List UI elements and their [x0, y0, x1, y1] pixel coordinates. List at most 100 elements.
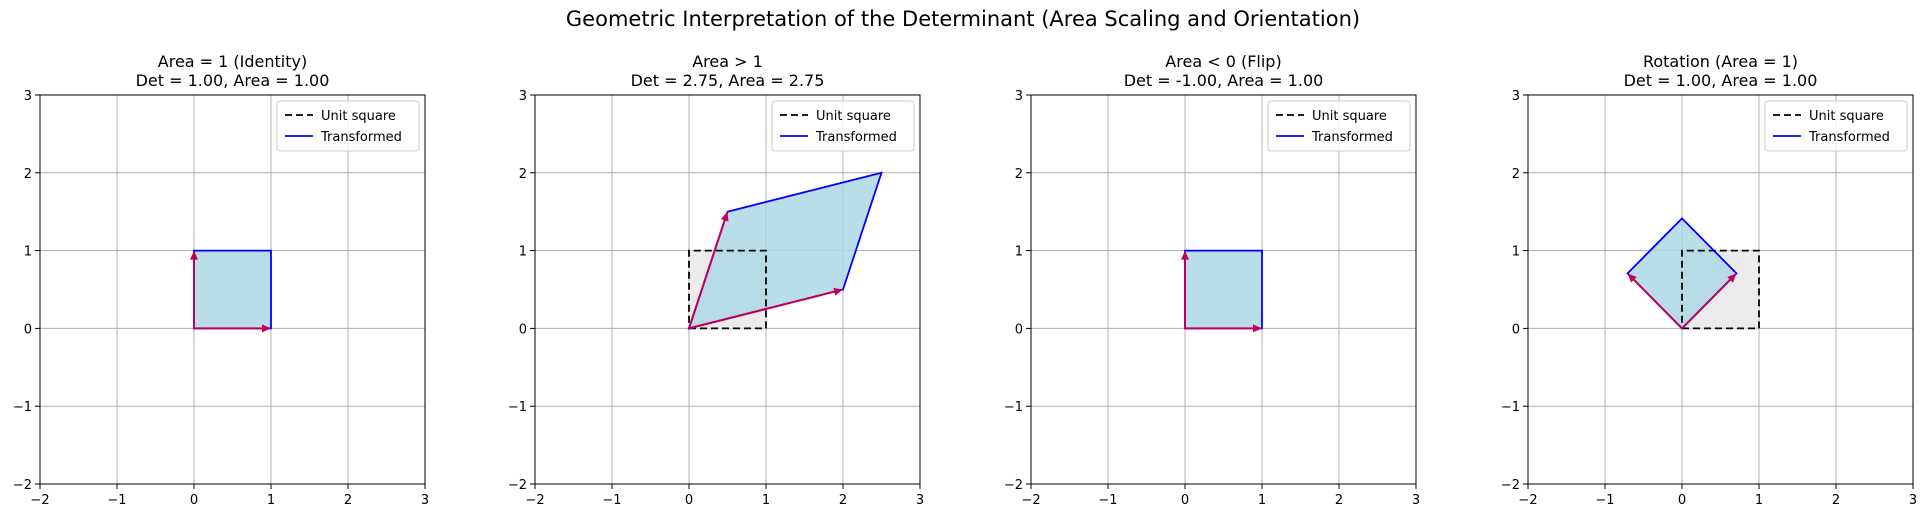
legend-label: Transformed: [815, 130, 897, 145]
basis-vector-head-2: [1627, 273, 1637, 283]
x-tick-label: 1: [267, 493, 275, 508]
x-tick-label: −1: [1098, 493, 1117, 508]
y-tick-label: −2: [1004, 478, 1023, 493]
axes-frame: [1030, 94, 1417, 485]
legend-box: [276, 100, 420, 152]
y-tick-label: −2: [1501, 478, 1520, 493]
y-tick-label: 3: [1015, 89, 1023, 104]
y-tick-label: 0: [1512, 322, 1520, 337]
y-tick-label: −1: [13, 400, 32, 415]
y-tick-label: −2: [13, 478, 32, 493]
legend-label: Transformed: [1311, 130, 1393, 145]
x-tick-label: 2: [1335, 493, 1343, 508]
legend-box: [771, 100, 915, 152]
subplot-1: Area = 1 (Identity)Det = 1.00, Area = 1.…: [13, 52, 429, 508]
y-tick-label: 2: [1512, 167, 1520, 182]
x-tick-label: −2: [1021, 493, 1040, 508]
legend: Unit square Transformed: [276, 100, 420, 152]
subplot-subtitle: Det = 1.00, Area = 1.00: [136, 71, 330, 90]
x-tick-label: 0: [190, 493, 198, 508]
y-tick-label: 3: [519, 89, 527, 104]
x-tick-label: −2: [1518, 493, 1537, 508]
y-tick-label: 1: [24, 245, 32, 260]
x-tick-label: 3: [1412, 493, 1420, 508]
basis-vector-2: [688, 219, 726, 329]
y-tick-label: −1: [508, 400, 527, 415]
y-tick-label: −2: [508, 478, 527, 493]
x-tick-label: 3: [916, 493, 924, 508]
subplot-subtitle: Det = 2.75, Area = 2.75: [631, 71, 825, 90]
basis-vector-1: [1681, 279, 1731, 330]
plot-area: [1031, 95, 1416, 484]
y-tick-label: 1: [1015, 245, 1023, 260]
legend-label: Unit square: [321, 109, 396, 124]
x-tick-label: 1: [762, 493, 770, 508]
legend-box: [1267, 100, 1411, 152]
x-tick-label: −1: [1595, 493, 1614, 508]
basis-vector-head-2: [1253, 324, 1262, 333]
unit-square-outline: [1681, 249, 1760, 330]
x-tick-label: 3: [1909, 493, 1917, 508]
subplot-subtitle: Det = 1.00, Area = 1.00: [1624, 71, 1818, 90]
y-tick-label: 0: [1015, 322, 1023, 337]
y-tick-label: 1: [519, 245, 527, 260]
axes-frame: [534, 94, 921, 485]
y-tick-label: 3: [24, 89, 32, 104]
x-tick-label: −1: [107, 493, 126, 508]
legend-label: Unit square: [816, 109, 891, 124]
x-tick-label: 2: [344, 493, 352, 508]
plot-area: [40, 95, 425, 484]
x-tick-label: 2: [1832, 493, 1840, 508]
legend-label: Transformed: [1808, 130, 1890, 145]
legend: Unit square Transformed: [1267, 100, 1411, 152]
x-tick-label: 3: [421, 493, 429, 508]
y-tick-label: 2: [24, 167, 32, 182]
y-tick-label: 1: [1512, 245, 1520, 260]
y-tick-label: 0: [24, 322, 32, 337]
y-tick-label: 2: [1015, 167, 1023, 182]
x-tick-label: −1: [602, 493, 621, 508]
x-tick-label: 0: [1678, 493, 1686, 508]
basis-vector-head-1: [1727, 273, 1737, 283]
axes-frame: [1527, 94, 1914, 485]
y-tick-label: 3: [1512, 89, 1520, 104]
basis-vector-head-1: [833, 287, 843, 296]
transformed-fill: [689, 172, 882, 329]
subplot-title: Area = 1 (Identity): [158, 52, 307, 71]
axes-frame: [39, 94, 426, 485]
legend: Unit square Transformed: [771, 100, 915, 152]
basis-vector-head-1: [262, 324, 271, 333]
y-tick-label: 0: [519, 322, 527, 337]
y-tick-label: 2: [519, 167, 527, 182]
plot-area: [1528, 95, 1913, 484]
x-tick-label: −2: [30, 493, 49, 508]
x-tick-label: 0: [1181, 493, 1189, 508]
subplot-3: Area < 0 (Flip)Det = -1.00, Area = 1.00 −…: [1004, 52, 1420, 508]
basis-vector-head-1: [1181, 250, 1189, 260]
x-tick-label: 1: [1755, 493, 1763, 508]
transformed-fill: [1185, 250, 1262, 329]
legend-label: Unit square: [1809, 109, 1884, 124]
x-tick-label: −2: [525, 493, 544, 508]
legend-label: Transformed: [320, 130, 402, 145]
subplot-title: Area < 0 (Flip): [1165, 52, 1281, 71]
subplot-4: Rotation (Area = 1)Det = 1.00, Area = 1.…: [1501, 52, 1917, 508]
legend: Unit square Transformed: [1764, 100, 1908, 152]
basis-vector-1: [688, 290, 835, 330]
legend-box: [1764, 100, 1908, 152]
figure-title: Geometric Interpretation of the Determin…: [565, 7, 1361, 31]
x-tick-label: 0: [685, 493, 693, 508]
subplot-title: Rotation (Area = 1): [1643, 52, 1798, 71]
legend-label: Unit square: [1312, 109, 1387, 124]
unit-square-outline: [688, 249, 767, 330]
subplot-title: Area > 1: [692, 52, 763, 71]
plot-area: [535, 95, 920, 484]
y-tick-label: −1: [1501, 400, 1520, 415]
basis-vector-head-2: [720, 211, 729, 222]
x-tick-label: 2: [839, 493, 847, 508]
y-tick-label: −1: [1004, 400, 1023, 415]
basis-vector-head-2: [190, 250, 198, 260]
basis-vector-2: [1633, 279, 1683, 330]
